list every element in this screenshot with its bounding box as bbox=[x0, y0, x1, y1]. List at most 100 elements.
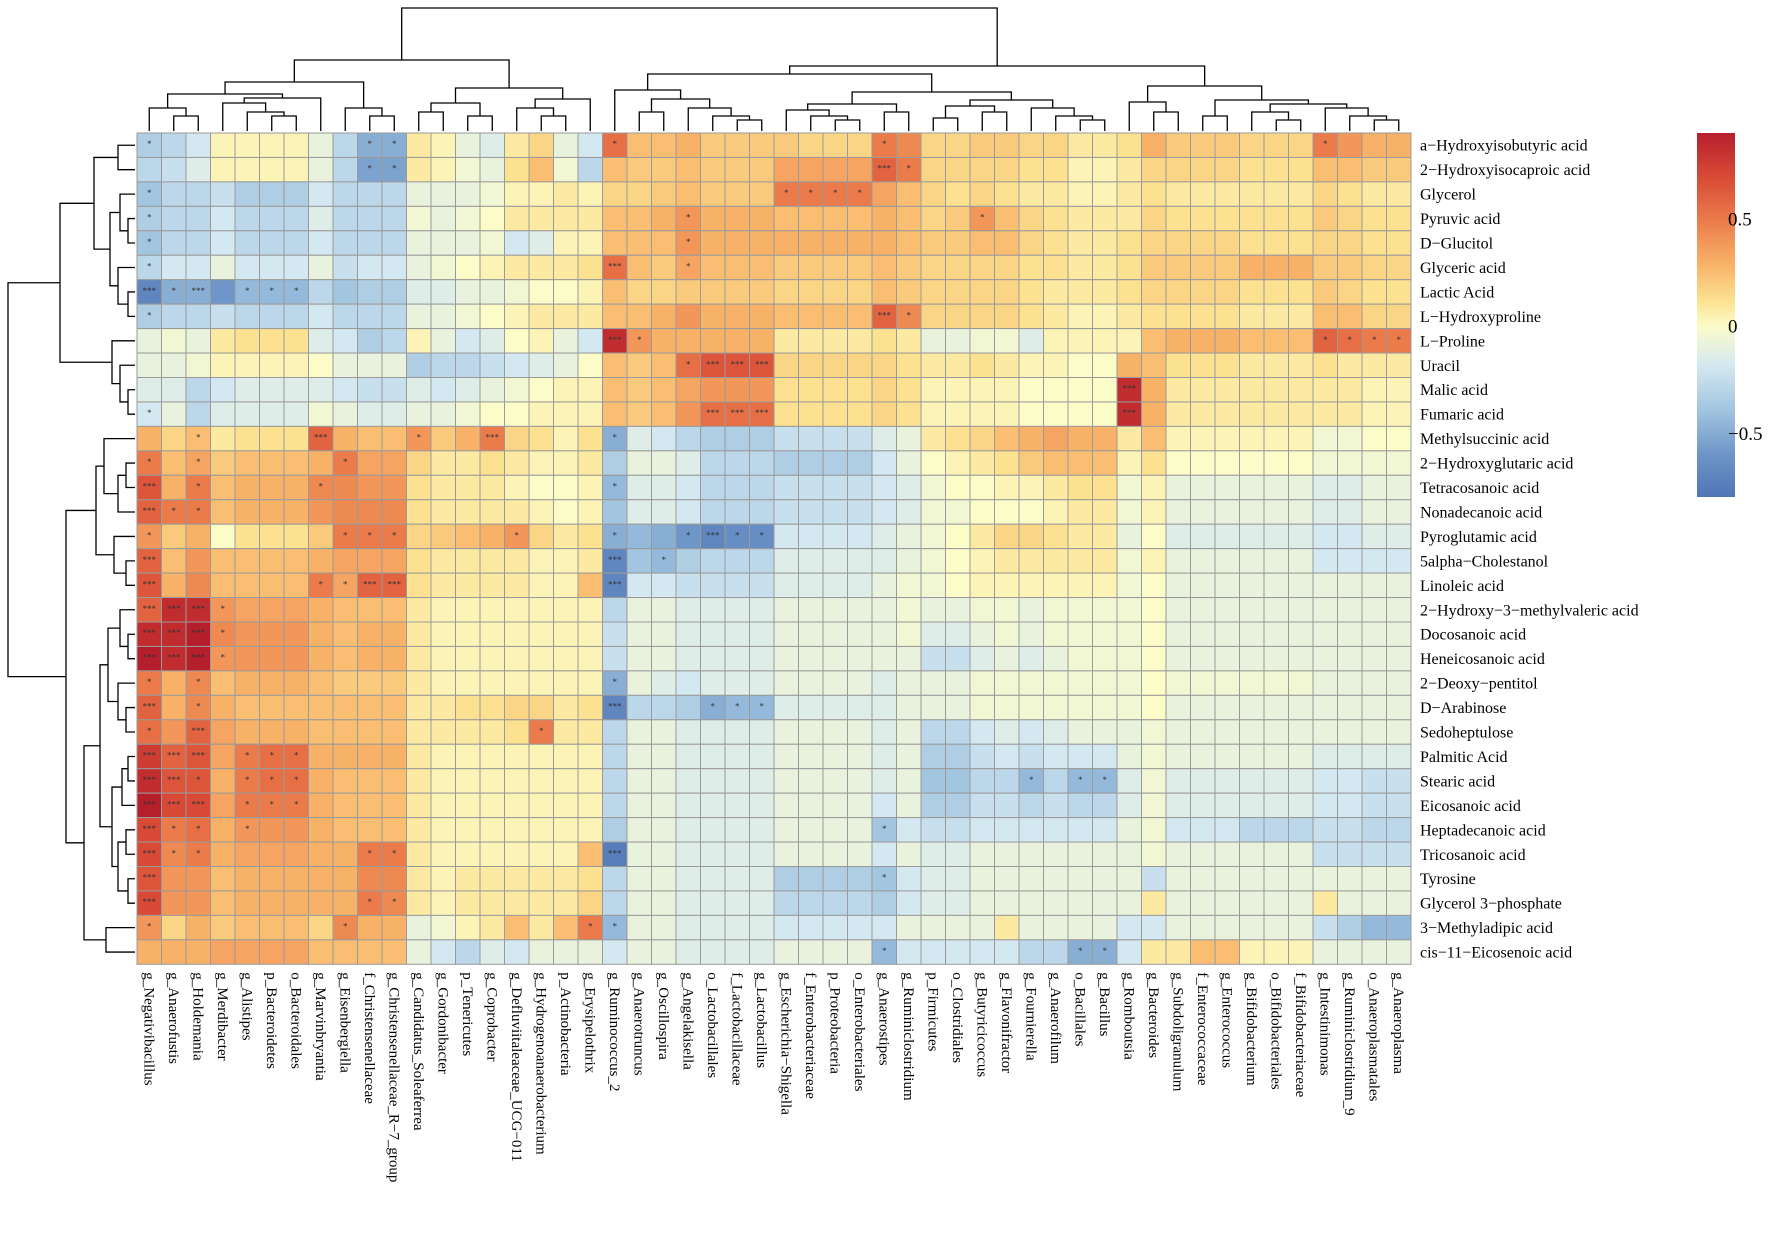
heatmap-cell bbox=[1214, 230, 1240, 256]
heatmap-cell bbox=[1043, 401, 1069, 427]
dendrogram-link bbox=[785, 109, 830, 131]
heatmap-cell bbox=[479, 401, 505, 427]
heatmap-cell bbox=[1067, 401, 1093, 427]
column-label: o_Anaeroplasmatales bbox=[1365, 972, 1381, 1101]
column-label: g_Bacteroides bbox=[1145, 972, 1161, 1058]
heatmap-cell bbox=[1239, 523, 1265, 550]
heatmap-cell bbox=[528, 817, 554, 843]
heatmap-cell bbox=[185, 303, 211, 330]
heatmap-cell bbox=[675, 377, 701, 403]
heatmap-cell bbox=[994, 719, 1020, 745]
heatmap-cell bbox=[773, 768, 799, 794]
heatmap-cell bbox=[724, 939, 750, 965]
column-label: p_Firmicutes bbox=[924, 972, 940, 1051]
heatmap-cell bbox=[871, 254, 897, 281]
heatmap-cell bbox=[822, 694, 848, 721]
heatmap-cell bbox=[1116, 621, 1142, 647]
heatmap-cell bbox=[283, 156, 309, 183]
heatmap-cell bbox=[185, 841, 211, 867]
significance-mark: * bbox=[172, 286, 177, 296]
heatmap-cell bbox=[675, 670, 701, 696]
column-label: f_Christensenellaceae bbox=[361, 972, 377, 1104]
column-label: g_Anaeroplasma bbox=[1390, 972, 1406, 1074]
heatmap-cell bbox=[455, 694, 481, 721]
heatmap-cell bbox=[847, 572, 873, 599]
significance-mark: *** bbox=[167, 775, 181, 785]
heatmap-cell bbox=[1288, 254, 1314, 281]
significance-mark: *** bbox=[143, 799, 157, 809]
heatmap-cell bbox=[210, 939, 236, 965]
heatmap-cell bbox=[1361, 254, 1387, 281]
heatmap-cell bbox=[626, 377, 652, 403]
heatmap-cell bbox=[1239, 156, 1265, 183]
heatmap-cell bbox=[185, 499, 211, 525]
significance-mark: *** bbox=[608, 702, 622, 712]
heatmap-cell bbox=[626, 572, 652, 599]
heatmap-cell bbox=[1018, 939, 1044, 965]
heatmap-cell bbox=[381, 719, 407, 745]
heatmap-cell bbox=[308, 230, 334, 256]
heatmap-cell bbox=[749, 450, 775, 476]
heatmap-cell bbox=[1312, 401, 1338, 427]
heatmap-cell bbox=[1239, 743, 1265, 770]
heatmap-cell bbox=[528, 866, 554, 892]
heatmap-cell bbox=[602, 303, 628, 330]
heatmap-cell bbox=[553, 645, 579, 672]
heatmap-cell bbox=[969, 841, 995, 867]
heatmap-cell bbox=[626, 694, 652, 721]
heatmap-cell bbox=[920, 352, 946, 378]
significance-mark: * bbox=[686, 530, 691, 540]
column-label: g_Escherichia−Shigella bbox=[777, 972, 793, 1115]
heatmap-cell bbox=[749, 279, 775, 305]
heatmap-cell bbox=[749, 866, 775, 892]
heatmap-cell bbox=[920, 743, 946, 770]
heatmap-cell bbox=[234, 768, 260, 794]
colorbar: 0.50−0.5 bbox=[1697, 133, 1762, 497]
dendrogram-link bbox=[222, 102, 267, 131]
heatmap-cell bbox=[847, 841, 873, 867]
heatmap-cell bbox=[1018, 572, 1044, 599]
heatmap-cell bbox=[1337, 939, 1363, 965]
column-label: p_Bacteroidetes bbox=[263, 972, 279, 1069]
heatmap-cell bbox=[773, 645, 799, 672]
significance-mark: * bbox=[368, 139, 373, 149]
heatmap-cell bbox=[234, 425, 260, 452]
significance-mark: *** bbox=[755, 359, 769, 369]
heatmap-cell bbox=[773, 523, 799, 550]
heatmap-cell bbox=[1263, 303, 1289, 330]
heatmap-cell bbox=[161, 181, 187, 207]
heatmap-cell bbox=[1116, 768, 1142, 794]
significance-mark: * bbox=[294, 799, 299, 809]
heatmap-cell bbox=[896, 817, 922, 843]
heatmap-cell bbox=[479, 474, 505, 501]
heatmap-cell bbox=[479, 254, 505, 281]
heatmap-cell bbox=[283, 670, 309, 696]
heatmap-cell bbox=[651, 670, 677, 696]
heatmap-cell bbox=[773, 377, 799, 403]
heatmap-cell bbox=[357, 181, 383, 207]
dendrogram-link bbox=[430, 102, 481, 116]
heatmap-cell bbox=[994, 817, 1020, 843]
row-label: L−Hydroxyproline bbox=[1420, 309, 1541, 326]
heatmap-cell bbox=[1190, 254, 1216, 281]
heatmap-cell bbox=[920, 132, 946, 158]
heatmap-cell bbox=[332, 181, 358, 207]
column-label: g_Hydrogenoanaerobacterium bbox=[532, 972, 548, 1155]
heatmap-cell bbox=[1141, 719, 1167, 745]
heatmap-cell bbox=[332, 768, 358, 794]
heatmap-cell bbox=[1141, 279, 1167, 305]
significance-mark: * bbox=[172, 848, 177, 858]
heatmap-cell bbox=[430, 303, 456, 330]
heatmap-cell bbox=[553, 743, 579, 770]
heatmap-cell bbox=[1141, 621, 1167, 647]
heatmap-cell bbox=[283, 450, 309, 476]
heatmap-cell bbox=[234, 279, 260, 305]
heatmap-cell bbox=[602, 694, 628, 721]
heatmap-cell bbox=[1165, 401, 1191, 427]
heatmap-cell bbox=[1190, 890, 1216, 916]
heatmap-cell bbox=[185, 156, 211, 183]
heatmap-cell bbox=[773, 670, 799, 696]
heatmap-cell bbox=[1214, 645, 1240, 672]
heatmap-cell bbox=[1092, 597, 1118, 623]
heatmap-cell bbox=[234, 181, 260, 207]
